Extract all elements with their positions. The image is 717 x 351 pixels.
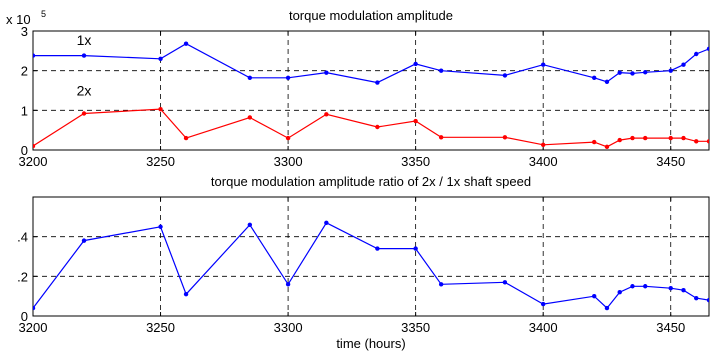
data-point (413, 118, 418, 124)
data-point (183, 135, 189, 141)
data-point (592, 139, 597, 145)
data-point (158, 106, 163, 112)
data-point (592, 75, 597, 81)
data-point (630, 135, 635, 141)
data-point (33, 305, 36, 311)
y-tick-label: 1 (21, 103, 28, 118)
data-point (617, 137, 622, 143)
data-point (247, 115, 253, 120)
data-point (247, 75, 253, 81)
y-tick-label: .4 (17, 230, 28, 245)
plot-area (33, 197, 709, 316)
series-1x (33, 41, 709, 85)
series-0 (33, 220, 709, 311)
exponent-power: 5 (41, 9, 46, 19)
data-point (324, 70, 329, 75)
data-point (413, 61, 418, 67)
x-tick-label: 3400 (529, 320, 558, 335)
data-point (438, 68, 444, 73)
data-point (592, 293, 597, 299)
x-tick-label: 3200 (19, 320, 48, 335)
data-point (502, 280, 508, 285)
data-point (540, 142, 546, 148)
data-point (81, 53, 87, 58)
data-point (617, 290, 622, 295)
data-point (706, 46, 709, 52)
data-point (668, 68, 673, 73)
x-axis-label: time (hours) (336, 336, 405, 351)
data-point (604, 305, 610, 311)
data-point (694, 295, 699, 301)
data-point (706, 297, 709, 303)
data-point (285, 282, 291, 287)
data-point (681, 62, 686, 67)
data-point (183, 41, 189, 46)
y-tick-label: 3 (21, 24, 28, 39)
annotation-label: 2x (77, 82, 92, 98)
data-point (540, 62, 546, 67)
data-point (668, 286, 673, 291)
data-point (604, 79, 610, 84)
data-point (438, 282, 444, 287)
data-point (33, 143, 36, 149)
annotation-label: 1x (77, 32, 92, 48)
top-chart: 3200 3250 3300 3350 3400 3450 0 1 2 3 torque modul… (6, 8, 710, 169)
axes-box (32, 196, 710, 317)
data-point (324, 112, 329, 117)
bottom-chart: 3200 3250 3300 3350 3400 3450 0 .2 .4 torque modu… (17, 174, 710, 351)
data-point (681, 135, 686, 141)
data-point (668, 135, 673, 141)
data-point (694, 51, 699, 57)
data-point (630, 284, 635, 289)
chart-title: torque modulation amplitude ratio of 2x … (211, 174, 531, 189)
data-point (643, 70, 648, 75)
data-point (183, 291, 189, 297)
data-point (643, 135, 648, 141)
x-tick-label: 3250 (146, 154, 175, 169)
x-tick-label: 3200 (19, 154, 48, 169)
data-point (375, 124, 380, 130)
data-point (375, 80, 380, 85)
axes-box (32, 30, 710, 151)
data-point (413, 246, 418, 251)
x-tick-label: 3350 (401, 154, 430, 169)
y-tick-label: 0 (21, 143, 28, 158)
data-point (247, 222, 253, 227)
data-point (158, 224, 163, 229)
chart-title: torque modulation amplitude (289, 8, 453, 23)
data-point (438, 135, 444, 140)
x-tick-label: 3350 (401, 320, 430, 335)
data-point (604, 144, 610, 150)
y-tick-label: 0 (21, 309, 28, 324)
y-tick-label: 2 (21, 64, 28, 79)
data-point (324, 220, 329, 225)
data-point (706, 139, 709, 144)
data-point (33, 53, 36, 58)
exponent-label: x 10 (6, 12, 31, 27)
x-tick-label: 3300 (274, 154, 303, 169)
x-tick-label: 3400 (529, 154, 558, 169)
data-point (81, 111, 87, 116)
x-tick-label: 3300 (274, 320, 303, 335)
data-point (375, 246, 380, 251)
x-tick-label: 3450 (656, 320, 685, 335)
data-point (694, 139, 699, 144)
data-point (502, 73, 508, 78)
data-point (285, 75, 291, 81)
x-tick-label: 3250 (146, 320, 175, 335)
data-point (643, 284, 648, 289)
data-point (617, 70, 622, 75)
data-point (630, 71, 635, 76)
data-point (502, 135, 508, 140)
data-point (158, 56, 163, 61)
data-point (81, 238, 87, 243)
data-point (681, 288, 686, 293)
x-tick-label: 3450 (656, 154, 685, 169)
plot-area (33, 31, 709, 150)
series-2x (33, 106, 709, 150)
y-tick-label: .2 (17, 269, 28, 284)
data-point (540, 301, 546, 307)
data-point (285, 135, 291, 141)
